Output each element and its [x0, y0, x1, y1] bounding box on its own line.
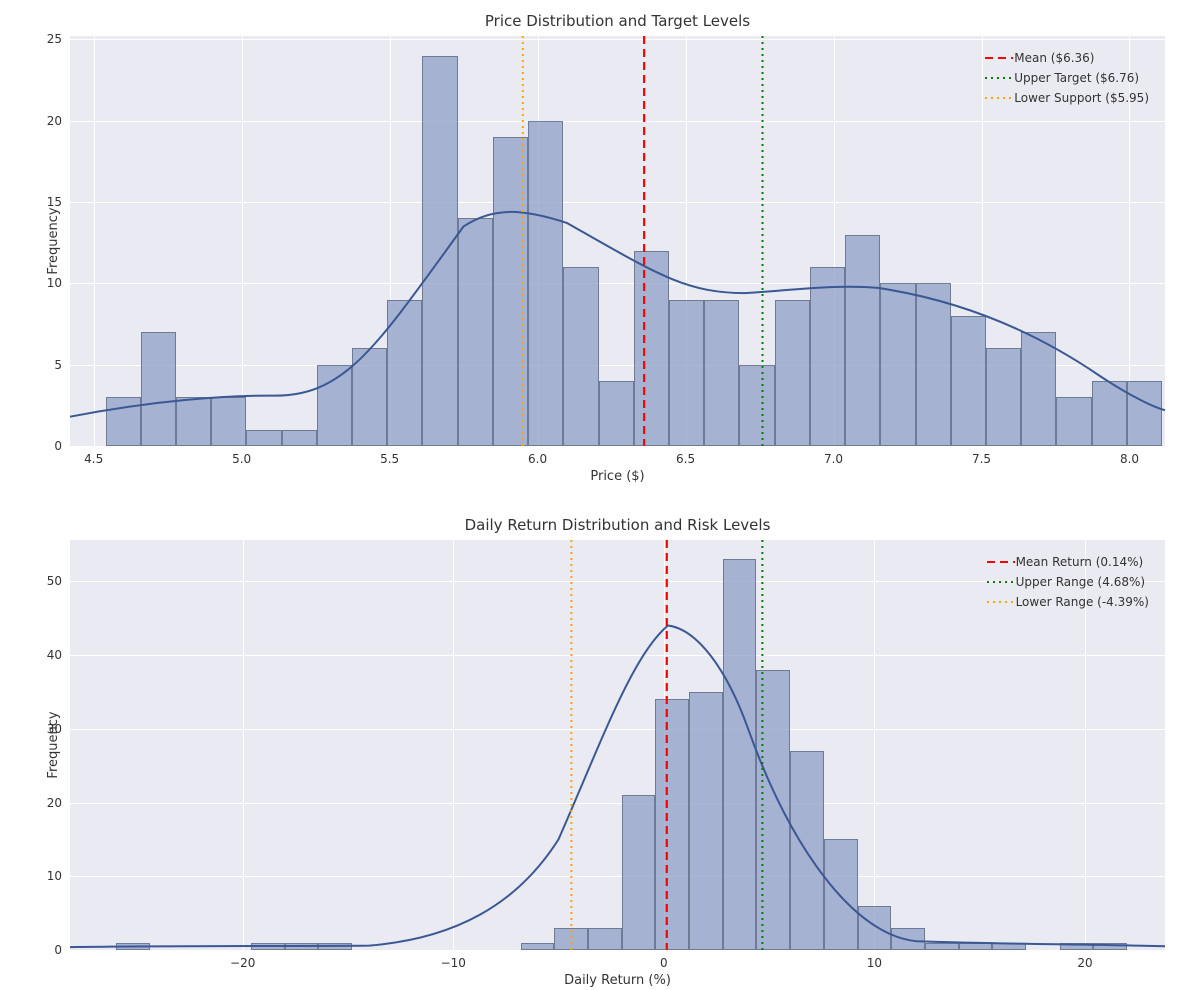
x-tick-label: 0 [660, 956, 668, 970]
x-axis-label: Price ($) [70, 469, 1165, 484]
legend-swatch [984, 72, 1014, 84]
gridline-horizontal [70, 950, 1165, 951]
legend-label: Mean ($6.36) [1014, 51, 1094, 65]
legend-swatch [986, 576, 1016, 588]
legend-label: Lower Support ($5.95) [1014, 91, 1149, 105]
y-tick-label: 40 [47, 648, 62, 662]
legend-item-mean: Mean Return (0.14%) [986, 552, 1149, 572]
figure: Price Distribution and Target Levels Fre… [0, 0, 1189, 990]
y-tick-label: 30 [47, 722, 62, 736]
legend-label: Mean Return (0.14%) [1016, 555, 1144, 569]
y-tick-label: 10 [47, 276, 62, 290]
x-tick-label: 8.0 [1120, 452, 1139, 466]
x-tick-label: 7.0 [824, 452, 843, 466]
legend-label: Lower Range (-4.39%) [1016, 595, 1149, 609]
y-tick-label: 20 [47, 796, 62, 810]
kde-curve [70, 626, 1165, 948]
x-tick-label: 4.5 [84, 452, 103, 466]
y-tick-label: 25 [47, 32, 62, 46]
x-tick-label: 10 [867, 956, 882, 970]
y-tick-label: 0 [54, 439, 62, 453]
x-tick-label: −10 [441, 956, 466, 970]
legend-item-mean: Mean ($6.36) [984, 48, 1149, 68]
gridline-horizontal [70, 446, 1165, 447]
legend-item-lower: Lower Range (-4.39%) [986, 592, 1149, 612]
x-tick-label: 5.0 [232, 452, 251, 466]
x-tick-label: 20 [1077, 956, 1092, 970]
legend: Mean Return (0.14%) Upper Range (4.68%) Lo… [980, 548, 1155, 616]
x-axis-label: Daily Return (%) [70, 973, 1165, 988]
x-tick-label: −20 [230, 956, 255, 970]
y-axis-label: Frequency [46, 207, 61, 274]
x-tick-label: 6.5 [676, 452, 695, 466]
y-tick-label: 10 [47, 869, 62, 883]
chart-title: Daily Return Distribution and Risk Level… [70, 516, 1165, 534]
y-tick-label: 20 [47, 114, 62, 128]
legend-swatch [986, 596, 1016, 608]
legend-label: Upper Target ($6.76) [1014, 71, 1139, 85]
price-distribution-chart: Price Distribution and Target Levels Fre… [70, 36, 1165, 446]
x-tick-label: 7.5 [972, 452, 991, 466]
x-tick-label: 6.0 [528, 452, 547, 466]
legend-item-lower: Lower Support ($5.95) [984, 88, 1149, 108]
x-tick-label: 5.5 [380, 452, 399, 466]
legend-swatch [984, 52, 1014, 64]
y-tick-label: 15 [47, 195, 62, 209]
legend-item-upper: Upper Range (4.68%) [986, 572, 1149, 592]
legend-swatch [984, 92, 1014, 104]
chart-title: Price Distribution and Target Levels [70, 12, 1165, 30]
kde-curve [70, 212, 1165, 417]
y-tick-label: 0 [54, 943, 62, 957]
legend-swatch [986, 556, 1016, 568]
legend-item-upper: Upper Target ($6.76) [984, 68, 1149, 88]
legend: Mean ($6.36) Upper Target ($6.76) Lower Su… [978, 44, 1155, 112]
y-tick-label: 5 [54, 358, 62, 372]
return-distribution-chart: Daily Return Distribution and Risk Level… [70, 540, 1165, 950]
legend-label: Upper Range (4.68%) [1016, 575, 1145, 589]
y-tick-label: 50 [47, 574, 62, 588]
